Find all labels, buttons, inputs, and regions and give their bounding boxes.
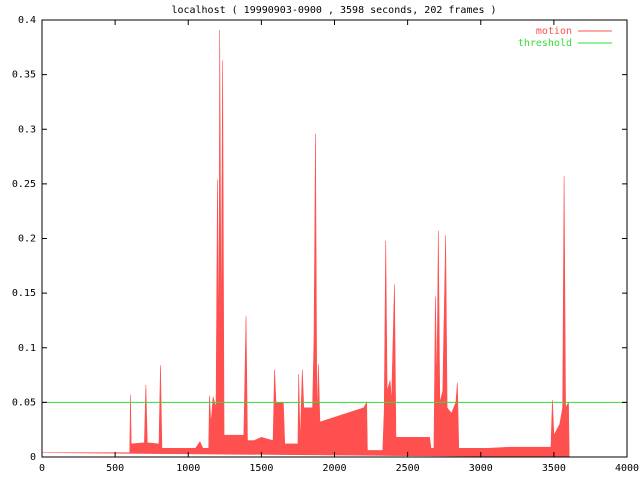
x-tick-label: 3500 [542, 463, 566, 474]
y-tick-label: 0.15 [12, 288, 36, 299]
chart-title: localhost ( 19990903-0900 , 3598 seconds… [171, 5, 496, 16]
motion-area [41, 29, 570, 458]
x-tick-label: 2000 [322, 463, 346, 474]
y-tick-label: 0.2 [18, 234, 36, 245]
x-tick-label: 1500 [249, 463, 273, 474]
y-tick-label: 0.3 [18, 124, 36, 135]
legend-label: motion [536, 26, 572, 37]
plot-frame [41, 19, 628, 458]
y-tick-label: 0 [30, 452, 36, 463]
x-tick-label: 1000 [176, 463, 200, 474]
x-tick-label: 500 [106, 463, 124, 474]
x-tick-label: 3000 [469, 463, 493, 474]
x-tick-label: 4000 [615, 463, 639, 474]
y-tick-label: 0.4 [18, 15, 36, 26]
y-tick-label: 0.1 [18, 343, 36, 354]
legend-label: threshold [518, 38, 572, 49]
x-tick-label: 0 [39, 463, 45, 474]
y-tick-label: 0.25 [12, 179, 36, 190]
y-tick-label: 0.35 [12, 70, 36, 81]
y-tick-label: 0.05 [12, 397, 36, 408]
x-tick-label: 2500 [396, 463, 420, 474]
